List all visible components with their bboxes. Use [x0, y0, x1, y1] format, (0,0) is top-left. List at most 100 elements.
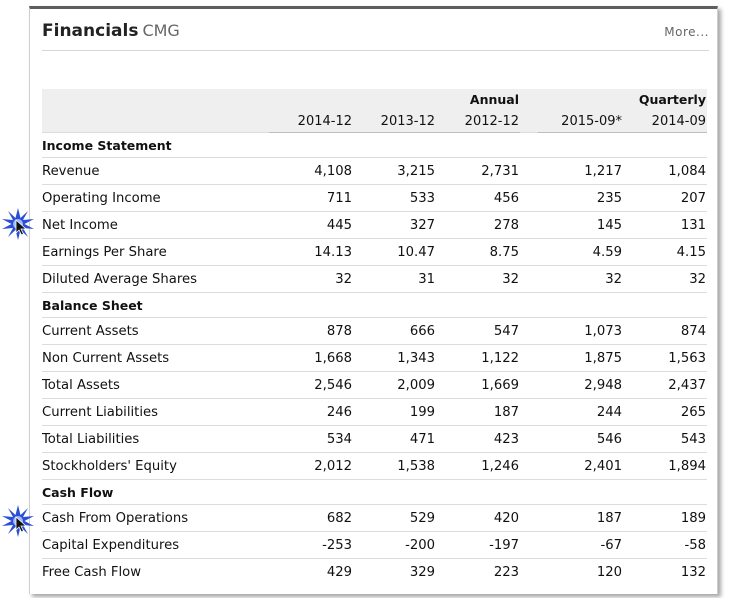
value-cell: 429 [326, 564, 352, 580]
value-cell: 327 [353, 211, 436, 239]
section-header-row: Cash Flow [42, 479, 707, 505]
value-cell: 235 [538, 184, 623, 212]
value-cell: 1,875 [538, 344, 623, 372]
row-label: Non Current Assets [42, 344, 269, 372]
value-cell: 534 [269, 425, 353, 453]
value-cell: 1,563 [623, 344, 707, 372]
value-cell: 546 [538, 425, 623, 453]
value-cell: 32 [623, 265, 707, 293]
ticker-symbol: CMG [142, 21, 180, 40]
value-cell: 874 [623, 317, 707, 345]
table-row: Net Income 445 327 278 145 131 [42, 211, 707, 239]
section-title: Balance Sheet [42, 292, 707, 318]
row-label: Cash From Operations [42, 504, 269, 532]
row-label: Operating Income [42, 184, 269, 212]
table-row: Revenue 4,108 3,215 2,731 1,217 1,084 [42, 157, 707, 185]
value-cell: 456 [436, 184, 520, 212]
group-header-row: Annual Quarterly [42, 89, 707, 110]
value-cell: 2,546 [269, 371, 353, 399]
value-cell: -58 [623, 531, 707, 559]
value-cell: 420 [436, 504, 520, 532]
value-cell: 187 [538, 504, 623, 532]
value-cell: 265 [623, 398, 707, 426]
financials-table: Annual Quarterly 2014-12 2013-12 2012-12… [42, 89, 707, 585]
value-cell: -67 [538, 531, 623, 559]
period-header: 2013-12 [353, 110, 436, 133]
value-cell: 1,246 [436, 452, 520, 480]
row-label: Current Assets [42, 317, 269, 345]
table-row: Diluted Average Shares 32 31 32 32 32 [42, 265, 707, 293]
annual-group-label: Annual [436, 89, 520, 110]
value-cell: 244 [538, 398, 623, 426]
starburst-pointer-icon [2, 208, 34, 240]
row-label: Free Cash Flow [42, 564, 141, 580]
value-cell: 2,401 [538, 452, 623, 480]
value-cell: 878 [269, 317, 353, 345]
row-label: Earnings Per Share [42, 238, 269, 266]
row-label: Stockholders' Equity [42, 452, 269, 480]
value-cell: 14.13 [269, 238, 353, 266]
panel-title: Financials CMG [42, 21, 180, 41]
value-cell: 1,669 [436, 371, 520, 399]
value-cell: 1,073 [538, 317, 623, 345]
section-title: Income Statement [42, 132, 707, 158]
value-cell: 471 [353, 425, 436, 453]
value-cell: 131 [623, 211, 707, 239]
value-cell: 1,538 [353, 452, 436, 480]
value-cell: 2,012 [269, 452, 353, 480]
value-cell: 31 [353, 265, 436, 293]
value-cell: 543 [623, 425, 707, 453]
table-row: Earnings Per Share 14.13 10.47 8.75 4.59 4.15 [42, 238, 707, 266]
value-cell: 1,894 [623, 452, 707, 480]
value-cell: 32 [538, 265, 623, 293]
table-row: Total Assets 2,546 2,009 1,669 2,948 2,437 [42, 371, 707, 399]
value-cell: -253 [269, 531, 353, 559]
row-label: Diluted Average Shares [42, 265, 269, 293]
value-cell: 199 [353, 398, 436, 426]
value-cell: 4.15 [623, 238, 707, 266]
value-cell: 278 [436, 211, 520, 239]
value-cell: 1,084 [623, 157, 707, 185]
table-row: Current Assets 878 666 547 1,073 874 [42, 317, 707, 345]
value-cell: 529 [353, 504, 436, 532]
row-label: Capital Expenditures [42, 531, 269, 559]
value-cell: -197 [436, 531, 520, 559]
value-cell: 187 [436, 398, 520, 426]
row-label: Total Assets [42, 371, 269, 399]
value-cell: 1,217 [538, 157, 623, 185]
table-row: Operating Income 711 533 456 235 207 [42, 184, 707, 212]
table-row: Non Current Assets 1,668 1,343 1,122 1,875 1,… [42, 344, 707, 372]
value-cell: 711 [269, 184, 353, 212]
panel-header: Financials CMG More... [42, 17, 709, 51]
value-cell: 1,343 [353, 344, 436, 372]
financials-panel: Financials CMG More... Annual Quarterly 2… [2, 6, 718, 594]
table-row: Capital Expenditures -253 -200 -197 -67 -58 [42, 531, 707, 559]
table-row: Free Cash Flow 429 329 223 120 132 [42, 559, 707, 586]
value-cell: 246 [269, 398, 353, 426]
value-cell: 32 [269, 265, 353, 293]
value-cell: 145 [538, 211, 623, 239]
row-label: Total Liabilities [42, 425, 269, 453]
value-cell: 1,668 [269, 344, 353, 372]
section-header-row: Income Statement [42, 132, 707, 158]
table-row: Cash From Operations 682 529 420 187 189 [42, 504, 707, 532]
period-header-row: 2014-12 2013-12 2012-12 2015-09* 2014-09 [42, 110, 707, 133]
value-cell: -200 [353, 531, 436, 559]
value-cell: 8.75 [436, 238, 520, 266]
period-header: 2014-09 [623, 110, 707, 133]
row-label: Current Liabilities [42, 398, 269, 426]
quarterly-group-label: Quarterly [623, 89, 707, 110]
value-cell: 32 [436, 265, 520, 293]
value-cell: 2,009 [353, 371, 436, 399]
value-cell: 682 [269, 504, 353, 532]
more-link[interactable]: More... [664, 25, 709, 39]
value-cell: 4,108 [269, 157, 353, 185]
value-cell: 4.59 [538, 238, 623, 266]
period-header: 2015-09* [538, 110, 623, 133]
value-cell: 10.47 [353, 238, 436, 266]
table-row: Total Liabilities 534 471 423 546 543 [42, 425, 707, 453]
row-label: Net Income [42, 211, 269, 239]
value-cell: 3,215 [353, 157, 436, 185]
value-cell: 120 [596, 564, 622, 580]
starburst-pointer-icon [2, 505, 34, 537]
